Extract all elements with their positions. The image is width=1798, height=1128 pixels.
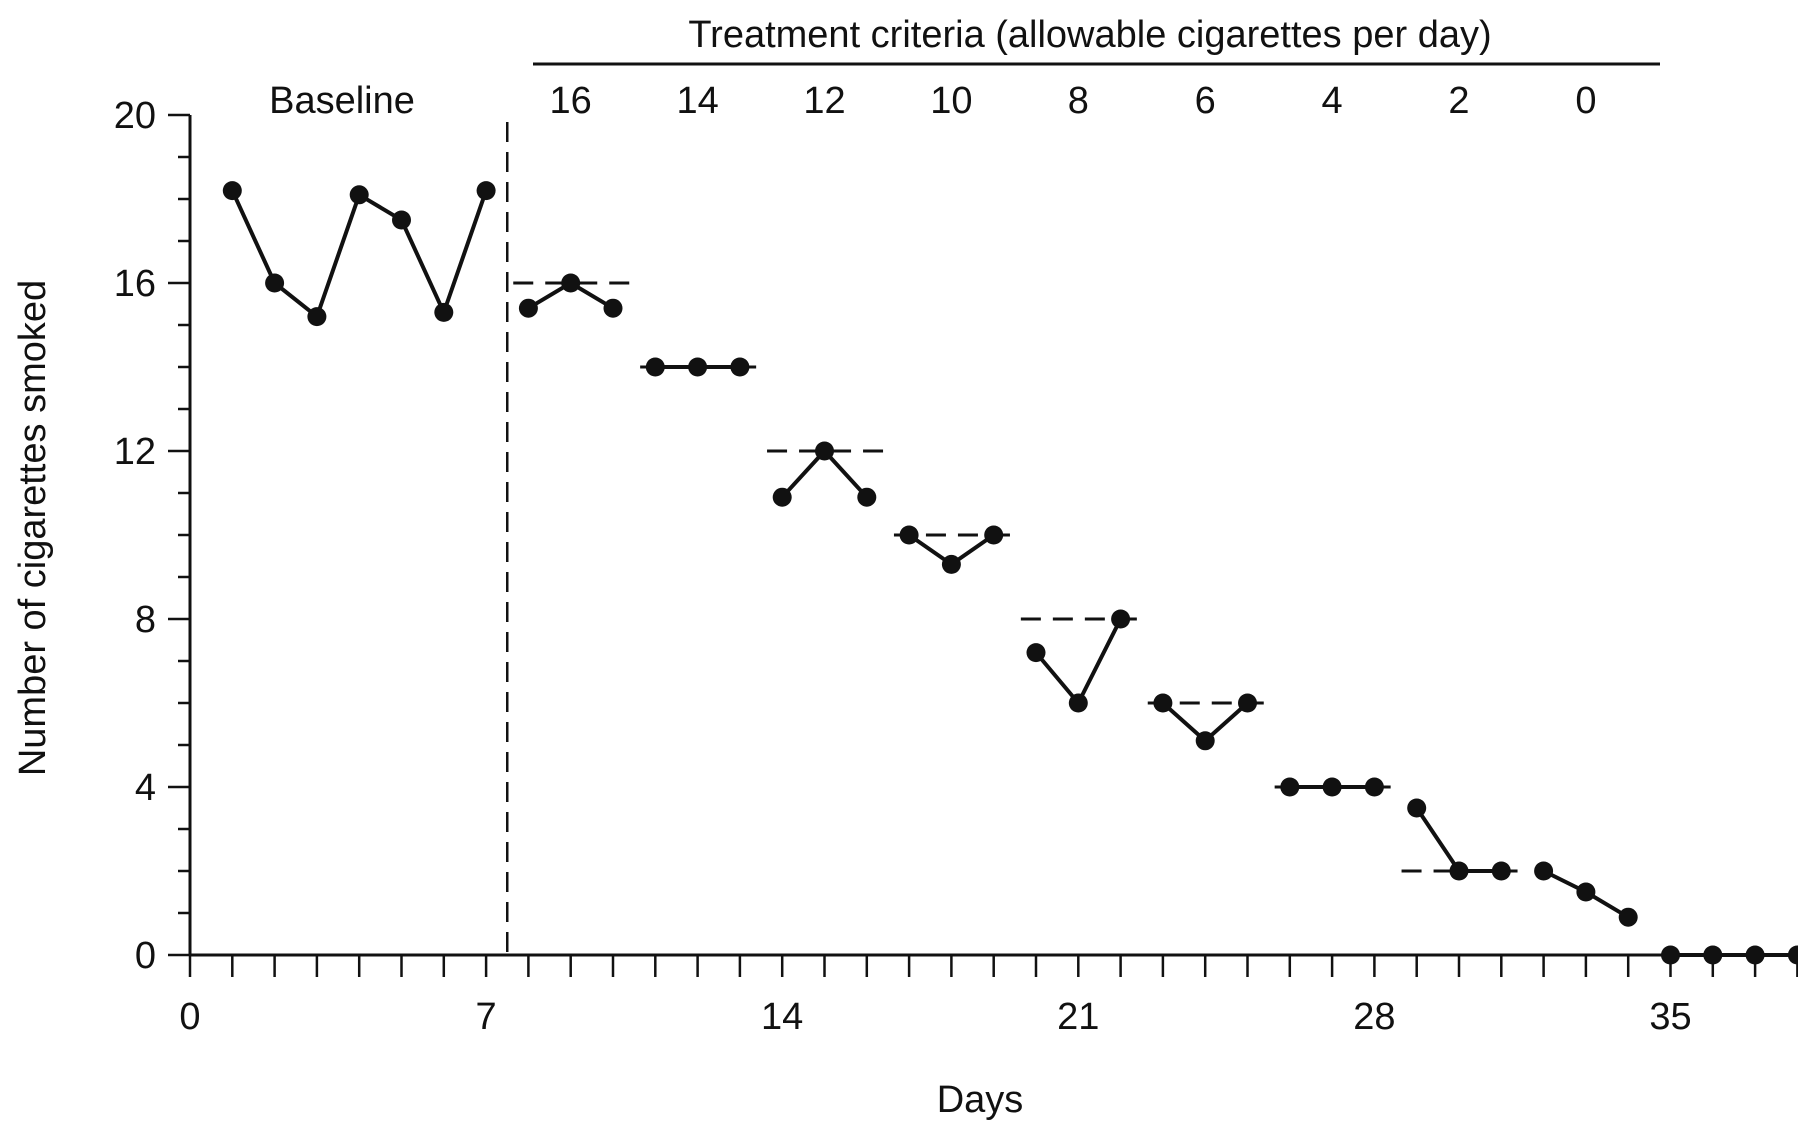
data-point <box>603 298 623 318</box>
data-point <box>307 307 327 327</box>
data-point <box>392 210 411 230</box>
data-point <box>688 357 708 377</box>
data-point <box>941 554 961 574</box>
data-point <box>1534 861 1554 881</box>
data-series <box>222 181 1798 965</box>
data-point <box>645 357 665 377</box>
data-point <box>1153 693 1173 713</box>
x-tick-label: 14 <box>761 996 803 1038</box>
criterion-label: 6 <box>1195 80 1216 122</box>
data-point <box>899 525 919 545</box>
data-point <box>1703 945 1723 965</box>
treatment-criteria-title: Treatment criteria (allowable cigarettes… <box>688 14 1491 56</box>
data-point <box>730 357 750 377</box>
x-tick-label: 0 <box>179 996 200 1038</box>
x-tick-label: 7 <box>476 996 497 1038</box>
criterion-label: 2 <box>1448 80 1469 122</box>
data-point <box>1576 882 1596 902</box>
x-axis-ticks: 0 7 14 21 28 35 <box>179 955 1798 1038</box>
y-axis-ticks: 0 4 8 12 16 20 <box>114 95 190 977</box>
criterion-label: 8 <box>1068 80 1089 122</box>
data-point <box>222 181 242 201</box>
data-point <box>1661 945 1680 965</box>
data-point <box>1026 643 1046 663</box>
y-axis-label: Number of cigarettes smoked <box>12 280 54 776</box>
data-point <box>518 298 538 318</box>
data-point <box>434 302 454 322</box>
x-tick-label: 35 <box>1649 996 1691 1038</box>
criterion-label: 10 <box>930 80 972 122</box>
baseline-label: Baseline <box>269 80 415 122</box>
criterion-label: 12 <box>803 80 845 122</box>
data-point <box>984 525 1004 545</box>
y-tick-label: 16 <box>114 263 156 305</box>
data-point <box>561 273 581 293</box>
criterion-label: 14 <box>676 80 718 122</box>
data-point <box>1238 693 1257 713</box>
x-axis-label: Days <box>937 1079 1024 1121</box>
data-point <box>1787 945 1798 965</box>
data-point <box>1364 777 1384 797</box>
data-point <box>265 273 285 293</box>
data-point <box>1618 907 1638 927</box>
data-point <box>1745 945 1765 965</box>
data-point <box>349 185 369 205</box>
data-point <box>476 181 496 201</box>
data-point <box>1491 861 1511 881</box>
data-point <box>1068 693 1088 713</box>
data-point <box>1407 798 1427 818</box>
y-tick-label: 0 <box>135 935 156 977</box>
criterion-label: 0 <box>1575 80 1596 122</box>
data-point <box>1195 731 1215 751</box>
data-point <box>815 441 834 461</box>
data-point <box>857 487 877 507</box>
y-axis-minor-ticks <box>178 155 190 915</box>
x-tick-label: 21 <box>1057 996 1099 1038</box>
data-point <box>1449 861 1469 881</box>
y-tick-label: 8 <box>135 599 156 641</box>
series-line <box>230 189 488 319</box>
data-point <box>1322 777 1342 797</box>
y-tick-label: 4 <box>135 767 156 809</box>
criterion-label: 16 <box>550 80 592 122</box>
y-tick-label: 12 <box>114 431 156 473</box>
criterion-label: 4 <box>1322 80 1343 122</box>
data-point <box>1280 777 1300 797</box>
data-point <box>772 487 792 507</box>
series-line <box>1034 618 1123 705</box>
criteria-labels: 16 14 12 10 8 6 4 2 0 <box>550 80 1597 122</box>
x-tick-label: 28 <box>1353 996 1395 1038</box>
y-tick-label: 20 <box>114 95 156 137</box>
data-point <box>1111 609 1131 629</box>
